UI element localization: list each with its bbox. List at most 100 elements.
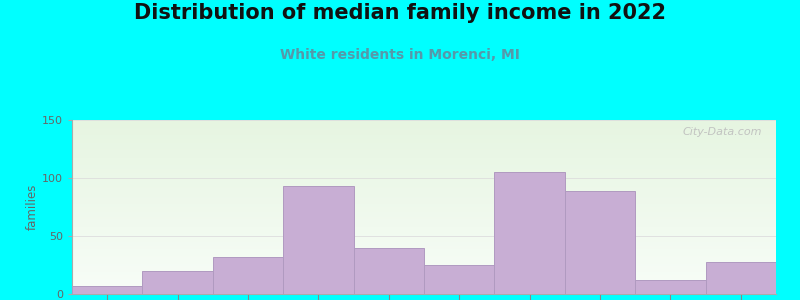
Bar [72,206,776,207]
Bar [72,277,776,278]
Bar [72,176,776,177]
Bar [72,158,776,159]
Bar [72,229,776,230]
Bar [72,154,776,155]
Bar [72,220,776,221]
Bar [142,271,213,294]
Bar [72,157,776,158]
Bar [72,124,776,126]
Bar [72,255,776,256]
Bar [72,202,776,203]
Bar [72,159,776,160]
Bar [72,273,776,274]
Bar [72,182,776,183]
Bar [72,167,776,168]
Bar [72,248,776,249]
Bar [72,260,776,262]
Bar [72,130,776,132]
Bar [72,211,776,212]
Bar [72,187,776,188]
Bar [72,194,776,195]
Bar [72,200,776,201]
Bar [72,288,776,290]
Bar [72,275,776,277]
Bar [354,248,424,294]
Bar [72,133,776,134]
Bar [72,207,776,208]
Bar [72,177,776,178]
Bar [72,192,776,193]
Bar [72,205,776,206]
Bar [72,242,776,243]
Bar [72,278,776,279]
Bar [72,215,776,216]
Bar [72,208,776,209]
Bar [72,129,776,130]
Bar [72,224,776,226]
Bar [72,274,776,275]
Bar [72,223,776,224]
Bar [72,258,776,259]
Bar [494,172,565,294]
Bar [72,232,776,234]
Bar [72,209,776,211]
Bar [72,191,776,192]
Bar [72,141,776,142]
Bar [72,151,776,152]
Bar [72,226,776,227]
Bar [72,214,776,215]
Bar [72,155,776,156]
Bar [72,163,776,164]
Bar [72,252,776,253]
Bar [72,170,776,171]
Bar [72,286,776,287]
Bar [72,183,776,184]
Bar [72,137,776,139]
Bar [72,156,776,157]
Bar [72,160,776,162]
Bar [72,201,776,202]
Bar [72,196,776,198]
Bar [72,120,776,121]
Bar [72,126,776,127]
Bar [72,267,776,268]
Bar [72,134,776,135]
Bar [72,266,776,267]
Text: White residents in Morenci, MI: White residents in Morenci, MI [280,48,520,62]
Bar [72,265,776,266]
Bar [72,193,776,194]
Bar [72,136,776,137]
Bar [72,132,776,133]
Bar [72,184,776,185]
Bar [72,219,776,220]
Bar [72,272,776,273]
Bar [72,144,776,145]
Bar [72,293,776,294]
Bar [72,281,776,282]
Bar [72,249,776,250]
Text: Distribution of median family income in 2022: Distribution of median family income in … [134,3,666,23]
Bar [72,128,776,129]
Bar [72,221,776,222]
Bar [72,235,776,236]
Bar [72,152,776,154]
Bar [72,173,776,175]
Bar [72,147,776,148]
Bar [72,218,776,219]
Bar [72,284,776,285]
Bar [72,216,776,217]
Bar [72,238,776,239]
Bar [72,127,776,128]
Bar [72,287,776,288]
Bar [72,271,776,272]
Bar [72,186,776,187]
Bar [72,270,776,271]
Bar [565,191,635,294]
Bar [72,135,776,136]
Bar [72,292,776,293]
Bar [72,236,776,237]
Bar [72,172,776,173]
Bar [706,262,776,294]
Bar [72,280,776,281]
Bar [72,180,776,181]
